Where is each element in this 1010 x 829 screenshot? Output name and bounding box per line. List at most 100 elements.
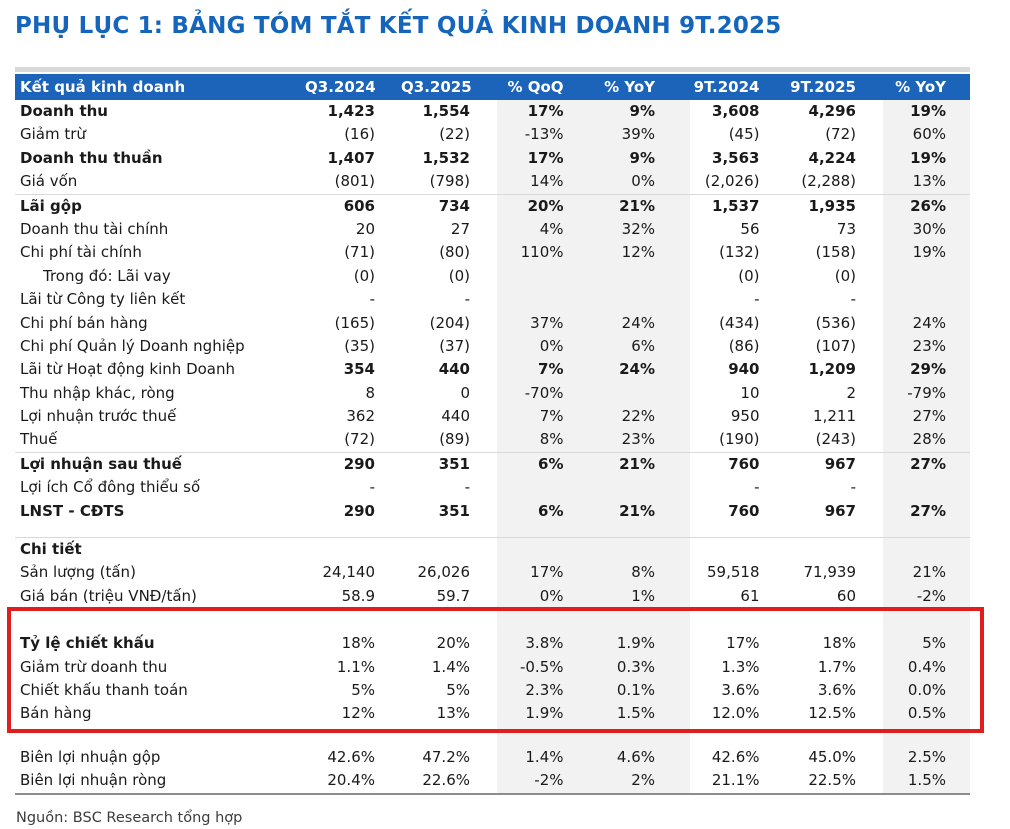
- value-cell: -: [464, 290, 470, 309]
- summary-table: Kết quả kinh doanh Q3.2024 Q3.2025 % QoQ % Y…: [15, 67, 970, 795]
- row-label: Lãi từ Công ty liên kết: [20, 290, 186, 309]
- table-row: Lãi gộp 606 734 20% 21% 1,537 1,935 26%: [15, 195, 970, 218]
- value-cell: 440: [438, 360, 470, 379]
- table-row: Sản lượng (tấn) 24,140 26,026 17% 8% 59,518 71…: [15, 561, 970, 584]
- value-cell: 606: [343, 196, 375, 215]
- value-cell: 5%: [922, 634, 946, 653]
- value-cell: 19%: [910, 148, 946, 167]
- row-label: Chiết khấu thanh toán: [20, 680, 188, 699]
- value-cell: 1,423: [327, 102, 375, 120]
- value-cell: 10: [740, 383, 760, 402]
- value-cell: 21.1%: [711, 771, 760, 790]
- value-cell: 1.7%: [817, 657, 856, 676]
- table-row: Doanh thu thuần 1,407 1,532 17% 9% 3,563 4,224…: [15, 147, 970, 170]
- value-cell: 9%: [629, 148, 655, 167]
- value-cell: (37): [439, 336, 470, 355]
- table-row: Chi phí Quản lý Doanh nghiệp (35) (37) 0% 6%…: [15, 335, 970, 358]
- table-row: Doanh thu tài chính 20 27 4% 32% 56 73 30%: [15, 218, 970, 241]
- value-cell: 1,935: [808, 196, 856, 215]
- table-row: Thuế (72) (89) 8% 23% (190) (243) 28%: [15, 428, 970, 453]
- value-cell: 5%: [351, 680, 375, 699]
- column-header: 9T.2025: [790, 78, 856, 96]
- value-cell: [305, 538, 401, 561]
- value-cell: 1.9%: [525, 704, 564, 723]
- value-cell: (0): [353, 266, 375, 285]
- value-cell: -: [369, 478, 375, 497]
- value-cell: 12.0%: [711, 704, 760, 723]
- source-note: Nguồn: BSC Research tổng hợp: [16, 810, 243, 826]
- value-cell: 5%: [446, 680, 470, 699]
- value-cell: 21%: [619, 454, 655, 473]
- value-cell: 3.6%: [721, 680, 760, 699]
- value-cell: 351: [438, 501, 470, 520]
- value-cell: [883, 288, 970, 311]
- value-cell: 12%: [341, 704, 375, 723]
- value-cell: 20%: [527, 196, 564, 215]
- value-cell: 0.0%: [907, 680, 946, 699]
- value-cell: 0.4%: [907, 657, 946, 676]
- column-header: Q3.2024: [305, 78, 376, 96]
- value-cell: 24%: [912, 313, 946, 332]
- column-header: % YoY: [895, 78, 946, 96]
- row-label: Biên lợi nhuận gộp: [20, 747, 161, 766]
- value-cell: (2,288): [801, 172, 856, 191]
- row-label: Chi phí Quản lý Doanh nghiệp: [20, 336, 245, 355]
- value-cell: 1%: [631, 586, 655, 605]
- value-cell: 1.5%: [616, 704, 655, 723]
- table-row: Doanh thu 1,423 1,554 17% 9% 3,608 4,296 19%: [15, 100, 970, 123]
- value-cell: [497, 538, 594, 561]
- value-cell: 0.5%: [907, 704, 946, 723]
- table-body: Doanh thu 1,423 1,554 17% 9% 3,608 4,296 19% Giả…: [15, 100, 970, 795]
- value-cell: 22%: [621, 407, 655, 426]
- value-cell: 30%: [912, 219, 946, 238]
- value-cell: 20.4%: [327, 771, 375, 790]
- row-label: Chi phí bán hàng: [20, 313, 148, 332]
- value-cell: 290: [343, 454, 375, 473]
- value-cell: -: [464, 478, 470, 497]
- row-label: Sản lượng (tấn): [20, 563, 136, 582]
- table-row: Lợi nhuận trước thuế 362 440 7% 22% 950 1,211 2…: [15, 405, 970, 428]
- value-cell: 4,224: [808, 148, 856, 167]
- value-cell: 734: [438, 196, 470, 215]
- table-row: Lãi từ Hoạt động kinh Doanh 354 440 7% 24% 94…: [15, 358, 970, 381]
- row-label: Lợi nhuận trước thuế: [20, 407, 177, 426]
- value-cell: (72): [825, 125, 856, 144]
- value-cell: 3.8%: [525, 634, 564, 653]
- value-cell: [497, 476, 594, 499]
- value-cell: 6%: [631, 336, 655, 355]
- value-cell: 4%: [539, 219, 564, 238]
- value-cell: 950: [730, 407, 760, 426]
- value-cell: (71): [344, 243, 375, 262]
- table-row: Biên lợi nhuận gộp 42.6% 47.2% 1.4% 4.6% 42.6…: [15, 746, 970, 769]
- value-cell: 354: [343, 360, 375, 379]
- table-row: Chi tiết: [15, 538, 970, 561]
- value-cell: (72): [344, 430, 375, 449]
- row-label: Lợi nhuận sau thuế: [20, 454, 182, 473]
- value-cell: -13%: [524, 125, 564, 144]
- value-cell: 23%: [912, 336, 946, 355]
- value-cell: 17%: [527, 148, 564, 167]
- value-cell: 3,608: [712, 102, 760, 120]
- value-cell: 1.5%: [907, 771, 946, 790]
- value-cell: 760: [728, 501, 760, 520]
- table-row: Giảm trừ doanh thu 1.1% 1.4% -0.5% 0.3% 1.3% 1…: [15, 656, 970, 679]
- value-cell: 1.3%: [721, 657, 760, 676]
- value-cell: [594, 265, 691, 288]
- value-cell: [594, 538, 691, 561]
- value-cell: 6%: [538, 501, 564, 520]
- value-cell: -79%: [907, 383, 946, 402]
- value-cell: (243): [815, 430, 856, 449]
- value-cell: 32%: [621, 219, 655, 238]
- value-cell: 1.4%: [431, 657, 470, 676]
- row-label: Giảm trừ doanh thu: [20, 657, 168, 676]
- value-cell: 2.3%: [525, 680, 564, 699]
- column-header: Kết quả kinh doanh: [20, 78, 186, 96]
- value-cell: 19%: [910, 102, 946, 120]
- value-cell: 0: [460, 383, 470, 402]
- value-cell: 967: [824, 501, 856, 520]
- value-cell: 21%: [619, 196, 655, 215]
- value-cell: (107): [815, 336, 856, 355]
- value-cell: (2,026): [704, 172, 760, 191]
- value-cell: -: [369, 290, 375, 309]
- value-cell: [594, 288, 691, 311]
